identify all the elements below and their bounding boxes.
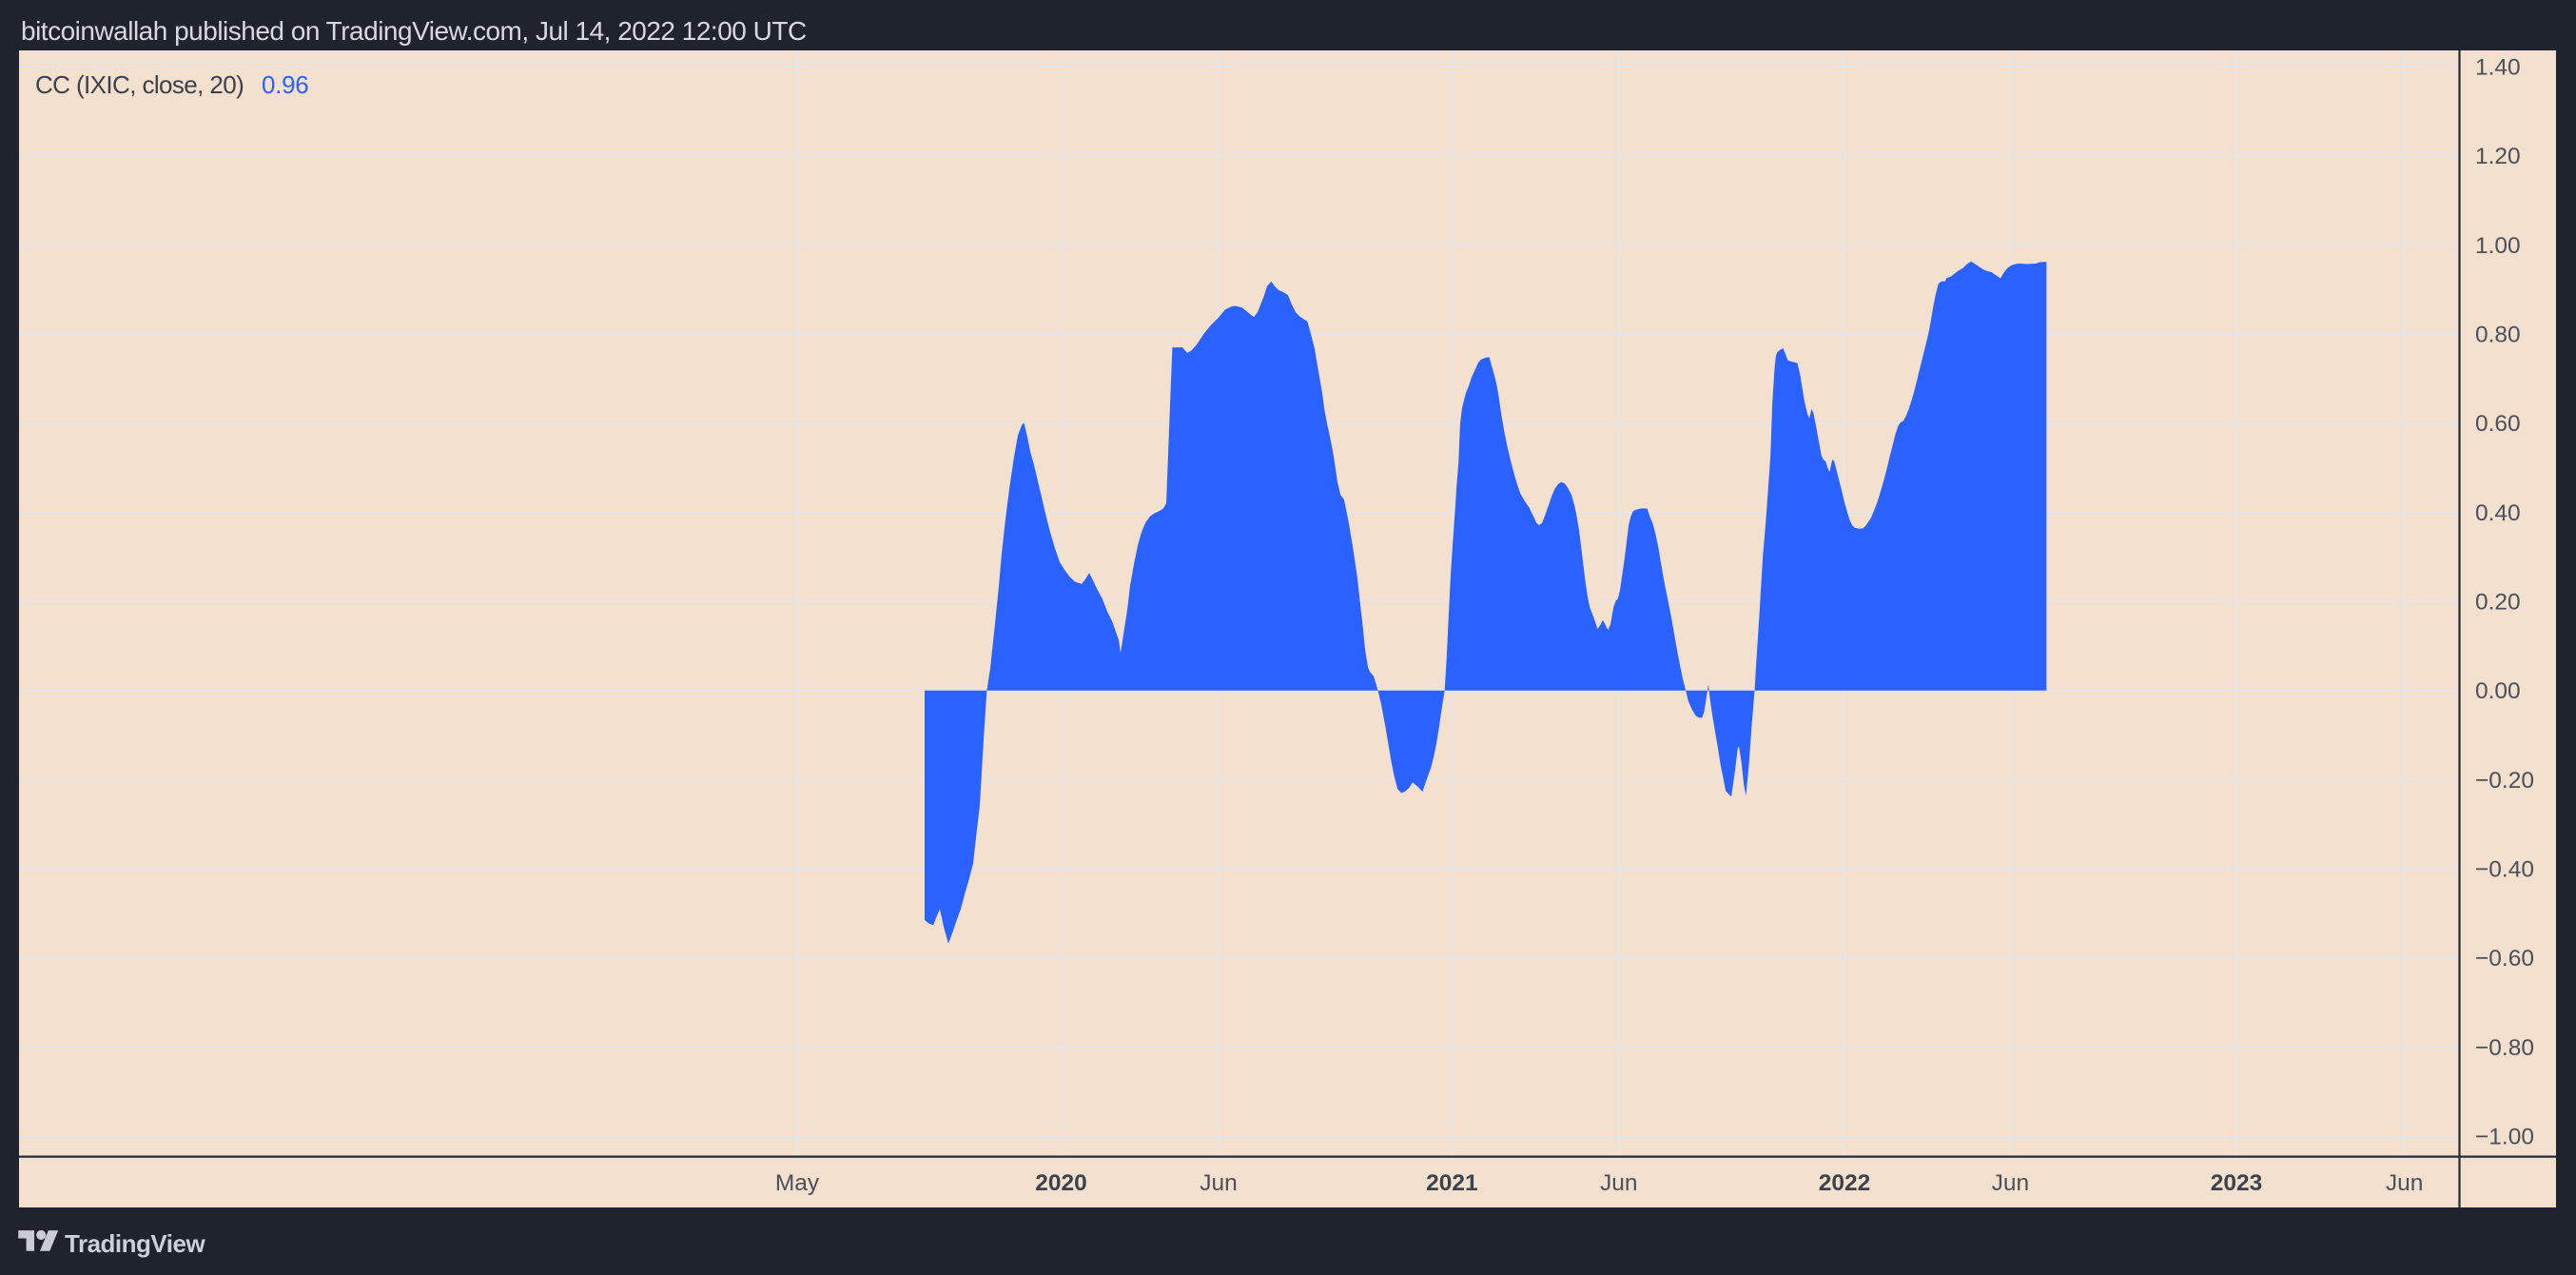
- svg-text:0.20: 0.20: [2475, 590, 2521, 616]
- svg-text:−0.20: −0.20: [2475, 768, 2534, 794]
- svg-text:1.20: 1.20: [2475, 144, 2521, 169]
- svg-text:−0.40: −0.40: [2475, 857, 2534, 883]
- svg-text:0.80: 0.80: [2475, 323, 2521, 348]
- svg-text:2022: 2022: [1819, 1170, 1871, 1196]
- svg-text:0.00: 0.00: [2475, 678, 2521, 704]
- svg-text:0.60: 0.60: [2475, 411, 2521, 437]
- svg-text:0.96: 0.96: [262, 70, 308, 99]
- svg-text:−0.80: −0.80: [2475, 1035, 2534, 1061]
- svg-text:Jun: Jun: [1992, 1170, 2030, 1196]
- svg-text:bitcoinwallah published on Tra: bitcoinwallah published on TradingView.c…: [21, 16, 807, 46]
- svg-text:CC (IXIC, close, 20): CC (IXIC, close, 20): [35, 70, 244, 99]
- svg-text:2023: 2023: [2211, 1170, 2263, 1196]
- svg-text:2021: 2021: [1426, 1170, 1478, 1196]
- svg-text:Jun: Jun: [1200, 1170, 1238, 1196]
- svg-text:TradingView: TradingView: [65, 1229, 205, 1258]
- svg-text:1.00: 1.00: [2475, 233, 2521, 259]
- svg-text:Jun: Jun: [1600, 1170, 1638, 1196]
- svg-text:2020: 2020: [1035, 1170, 1087, 1196]
- svg-text:−1.00: −1.00: [2475, 1125, 2534, 1150]
- svg-text:0.40: 0.40: [2475, 500, 2521, 526]
- svg-text:May: May: [775, 1170, 820, 1196]
- svg-text:1.40: 1.40: [2475, 55, 2521, 81]
- svg-text:Jun: Jun: [2386, 1170, 2424, 1196]
- svg-text:−0.60: −0.60: [2475, 946, 2534, 971]
